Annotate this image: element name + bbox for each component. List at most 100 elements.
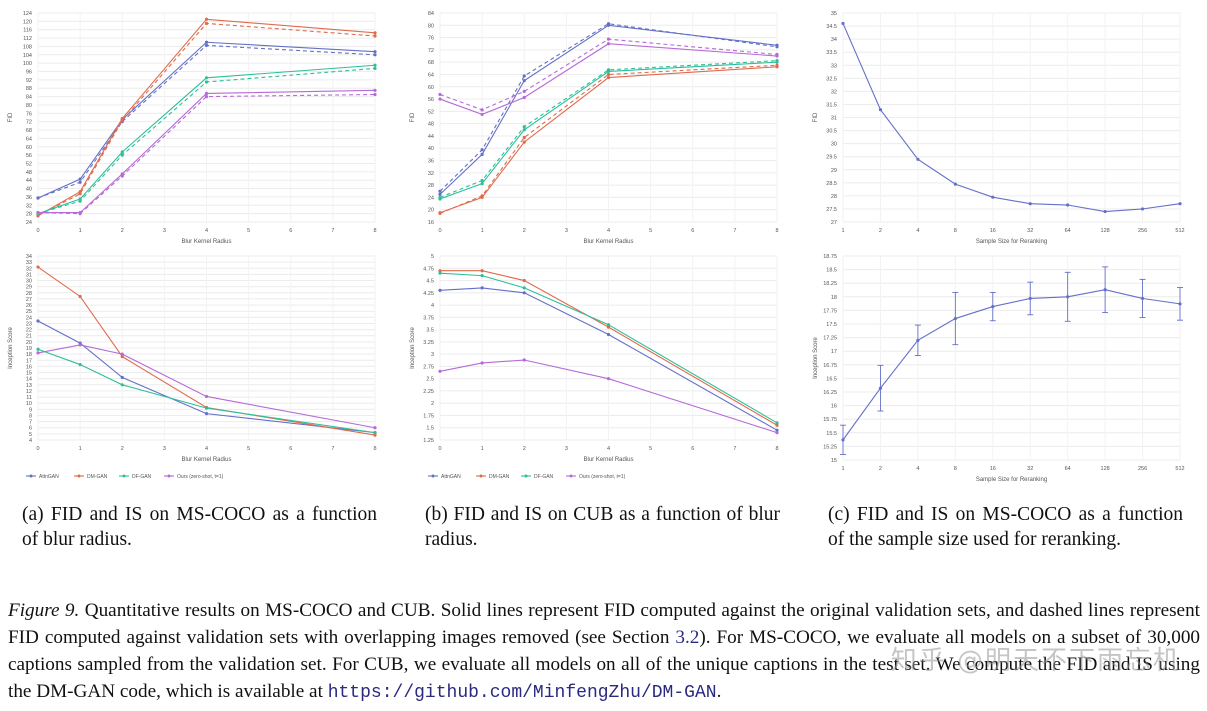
y-tick-label: 18 <box>26 352 32 358</box>
data-point <box>606 37 611 41</box>
legend-marker <box>77 474 81 478</box>
data-point <box>78 180 82 184</box>
x-tick-label: 32 <box>1027 466 1033 472</box>
x-tick-label: 8 <box>775 228 778 234</box>
data-point <box>120 174 124 178</box>
data-point <box>480 108 484 112</box>
data-point <box>204 394 209 399</box>
y-tick-label: 35 <box>831 11 837 17</box>
section-ref-link[interactable]: 3.2 <box>675 627 700 648</box>
data-point <box>480 286 484 290</box>
data-point <box>78 199 82 203</box>
data-point <box>36 319 40 323</box>
data-point <box>204 17 209 21</box>
data-point <box>204 43 209 47</box>
data-point <box>36 351 40 355</box>
watermark: 知乎 @明天不下雨忘机 <box>890 646 1181 676</box>
x-tick-label: 128 <box>1101 466 1110 472</box>
y-tick-label: 16.75 <box>823 363 837 369</box>
y-axis-label: Inception Score <box>813 336 819 378</box>
data-point <box>606 42 611 46</box>
y-tick-label: 22 <box>26 328 32 334</box>
github-url-link[interactable]: https://github.com/MinfengZhu/DM-GAN <box>327 683 717 703</box>
y-tick-label: 31.5 <box>826 102 837 108</box>
y-tick-label: 9 <box>29 407 32 413</box>
y-tick-label: 2.5 <box>426 377 434 383</box>
y-tick-label: 10 <box>26 401 32 407</box>
y-tick-label: 16 <box>26 364 32 370</box>
x-tick-label: 8 <box>775 446 778 452</box>
y-tick-label: 68 <box>26 128 32 134</box>
y-tick-label: 3.25 <box>423 340 434 346</box>
data-point <box>1028 202 1032 206</box>
data-point <box>480 181 484 186</box>
y-tick-label: 124 <box>23 11 32 17</box>
y-tick-label: 17.75 <box>823 308 837 314</box>
data-point <box>606 325 611 329</box>
data-point <box>522 278 526 283</box>
y-tick-label: 1.5 <box>426 426 434 432</box>
y-tick-label: 100 <box>23 61 32 67</box>
y-axis-label: Inception Score <box>410 326 416 368</box>
legend-marker <box>122 474 126 478</box>
x-tick-label: 32 <box>1027 228 1033 234</box>
x-axis-label: Sample Size for Reranking <box>976 477 1047 483</box>
data-point <box>373 92 377 97</box>
y-tick-label: 29 <box>26 285 32 291</box>
data-point <box>204 40 209 44</box>
y-tick-label: 80 <box>428 23 434 29</box>
y-tick-label: 15.75 <box>823 417 837 423</box>
x-tick-label: 3 <box>565 228 568 234</box>
x-tick-label: 8 <box>954 466 957 472</box>
data-point <box>438 97 442 101</box>
y-tick-label: 28 <box>26 212 32 218</box>
data-point <box>841 21 845 26</box>
y-tick-label: 44 <box>428 134 434 140</box>
y-tick-label: 2.25 <box>423 389 434 395</box>
data-point <box>120 153 124 157</box>
y-tick-label: 28 <box>26 291 32 297</box>
y-tick-label: 17 <box>831 349 837 355</box>
data-point <box>480 274 484 278</box>
y-tick-label: 18 <box>831 295 837 301</box>
x-tick-label: 4 <box>205 228 208 234</box>
data-point <box>606 323 611 327</box>
y-tick-label: 72 <box>428 48 434 54</box>
x-tick-label: 6 <box>691 446 694 452</box>
x-tick-label: 5 <box>247 446 250 452</box>
x-tick-label: 256 <box>1138 466 1147 472</box>
caption-b: (b) FID and IS on CUB as a function of b… <box>425 504 780 550</box>
y-tick-label: 16 <box>831 404 837 410</box>
y-tick-label: 4.5 <box>426 279 434 285</box>
x-tick-label: 2 <box>523 446 526 452</box>
y-tick-label: 30 <box>26 279 32 285</box>
x-axis-label: Blur Kernel Radius <box>181 239 231 245</box>
data-point <box>775 52 779 57</box>
caption-c: (c) FID and IS on MS-COCO as a function … <box>828 504 1183 550</box>
y-tick-label: 7 <box>29 420 32 426</box>
x-axis-label: Blur Kernel Radius <box>583 239 633 245</box>
x-axis-label: Blur Kernel Radius <box>583 457 633 463</box>
data-point <box>606 377 611 381</box>
x-tick-label: 7 <box>733 228 736 234</box>
figure-caption-text-1: Quantitative results on MS-COCO and CUB.… <box>8 600 1201 648</box>
data-point <box>204 412 209 416</box>
data-point <box>775 428 779 432</box>
y-tick-label: 56 <box>26 153 32 159</box>
data-point <box>373 66 377 70</box>
y-tick-label: 17.25 <box>823 336 837 342</box>
data-point <box>522 286 526 290</box>
data-point <box>522 89 526 93</box>
data-point <box>480 152 484 156</box>
data-point <box>438 369 442 373</box>
chart-c-fid: 2727.52828.52929.53030.53131.53232.53333… <box>813 11 1185 245</box>
data-point <box>120 150 124 154</box>
y-tick-label: 19 <box>26 346 32 352</box>
y-tick-label: 36 <box>26 195 32 201</box>
y-tick-label: 20 <box>428 208 434 214</box>
series-line <box>439 38 778 111</box>
y-tick-label: 15.5 <box>826 431 837 437</box>
y-tick-label: 4.25 <box>423 291 434 297</box>
data-point <box>991 195 995 199</box>
